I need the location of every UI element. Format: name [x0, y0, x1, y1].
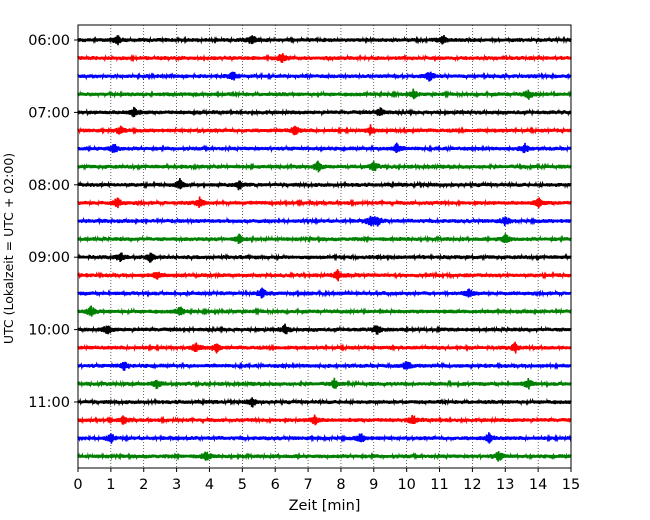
x-tick-label: 6	[271, 477, 280, 493]
trace-0600	[77, 34, 572, 46]
x-tick-label: 7	[303, 477, 312, 493]
trace-0915	[77, 269, 572, 282]
trace-1100	[77, 397, 572, 408]
y-tick-label: 09:00	[28, 250, 70, 266]
x-tick-label: 11	[430, 477, 448, 493]
plot-frame	[77, 24, 572, 469]
y-axis-ticks: 06:00 07:00 08:00 09:00 10:00 11:00	[28, 33, 78, 411]
trace-1045	[77, 377, 572, 390]
x-tick-label: 10	[397, 477, 415, 493]
y-tick-label: 08:00	[28, 178, 70, 194]
x-tick-label: 1	[106, 477, 115, 493]
x-tick-label: 13	[496, 477, 514, 493]
grid-lines	[110, 25, 539, 468]
trace-0630	[77, 71, 572, 82]
y-tick-label: 06:00	[28, 33, 70, 49]
x-axis-label: Zeit [min]	[289, 498, 361, 514]
trace-1130	[77, 432, 572, 444]
trace-0645	[77, 88, 572, 100]
x-tick-label: 8	[336, 477, 345, 493]
x-tick-label: 5	[238, 477, 247, 493]
trace-0930	[77, 287, 572, 299]
x-tick-label: 0	[73, 477, 82, 493]
trace-0815	[77, 196, 572, 209]
x-tick-label: 14	[529, 477, 547, 493]
trace-1145	[77, 451, 572, 462]
y-tick-label: 10:00	[28, 323, 70, 339]
y-tick-label: 11:00	[28, 395, 70, 411]
x-tick-label: 12	[463, 477, 481, 493]
trace-0745	[77, 160, 572, 173]
trace-0845	[77, 233, 572, 244]
trace-1000	[77, 323, 572, 335]
x-tick-label: 4	[205, 477, 214, 493]
x-tick-label: 15	[562, 477, 580, 493]
trace-0800	[77, 177, 572, 191]
x-tick-label: 2	[139, 477, 148, 493]
y-tick-label: 07:00	[28, 105, 70, 121]
trace-1015	[77, 341, 572, 354]
trace-1115	[77, 414, 572, 426]
trace-0830	[77, 215, 572, 227]
trace-0615	[77, 53, 572, 64]
x-axis-ticks: 0 1 2 3 4 5 6 7 8 9 10 11 12 13 14 15	[73, 468, 580, 493]
trace-0900	[77, 252, 572, 263]
trace-0700	[77, 106, 572, 118]
trace-0730	[77, 142, 572, 154]
trace-1030	[77, 361, 572, 371]
trace-0715	[77, 124, 572, 136]
trace-group	[77, 34, 572, 462]
y-axis-label: UTC (Lokalzeit = UTC + 02:00)	[1, 153, 16, 344]
trace-0945	[77, 305, 572, 317]
x-tick-label: 3	[172, 477, 181, 493]
x-tick-label: 9	[369, 477, 378, 493]
